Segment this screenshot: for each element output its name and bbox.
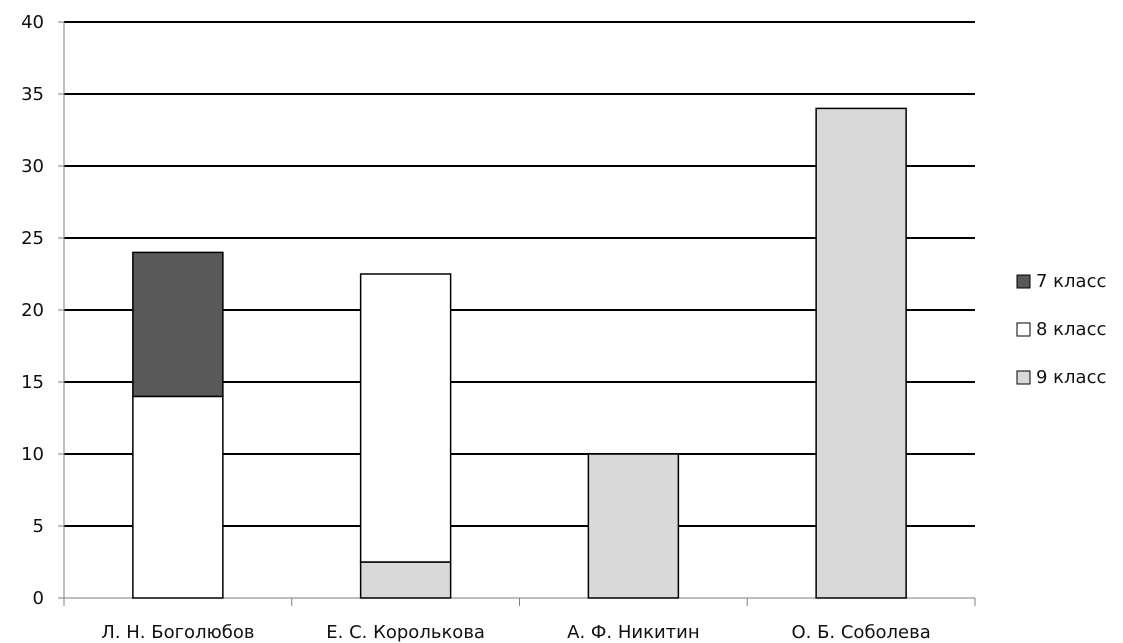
legend: 7 класс 8 класс 9 класс: [1016, 271, 1106, 388]
y-tick-label: 35: [21, 84, 44, 105]
legend-label: 8 класс: [1036, 319, 1106, 340]
y-tick-label: 20: [21, 300, 44, 321]
x-category-labels: Л. Н. Боголюбов Е. С. Королькова А. Ф. Ник…: [101, 622, 931, 643]
bar-segment: [359, 273, 452, 563]
y-tick-label: 5: [33, 516, 44, 537]
x-category-label: О. Б. Соболева: [791, 622, 930, 643]
bar-segment: [359, 561, 452, 599]
bar-segment: [132, 395, 224, 599]
y-tick-label: 25: [21, 228, 44, 249]
legend-label: 7 класс: [1036, 271, 1106, 292]
bar-segment: [815, 107, 907, 599]
y-tick-label: 30: [21, 156, 44, 177]
legend-swatch: [1016, 274, 1031, 289]
bar-segment: [587, 453, 680, 599]
y-tick-label: 15: [21, 372, 44, 393]
y-tick-labels: 0 5 10 15 20 25 30 35 40: [21, 12, 44, 609]
bar-segment: [132, 251, 224, 398]
legend-swatch: [1016, 370, 1031, 385]
x-category-label: А. Ф. Никитин: [567, 622, 699, 643]
x-category-label: Е. С. Королькова: [326, 622, 485, 643]
legend-item: 7 класс: [1016, 271, 1106, 292]
y-tick-label: 40: [21, 12, 44, 33]
y-tick-label: 0: [33, 588, 44, 609]
legend-item: 9 класс: [1016, 367, 1106, 388]
x-category-label: Л. Н. Боголюбов: [101, 622, 254, 643]
legend-swatch: [1016, 322, 1031, 337]
legend-item: 8 класс: [1016, 319, 1106, 340]
legend-label: 9 класс: [1036, 367, 1106, 388]
bars: [132, 107, 907, 599]
y-tick-label: 10: [21, 444, 44, 465]
